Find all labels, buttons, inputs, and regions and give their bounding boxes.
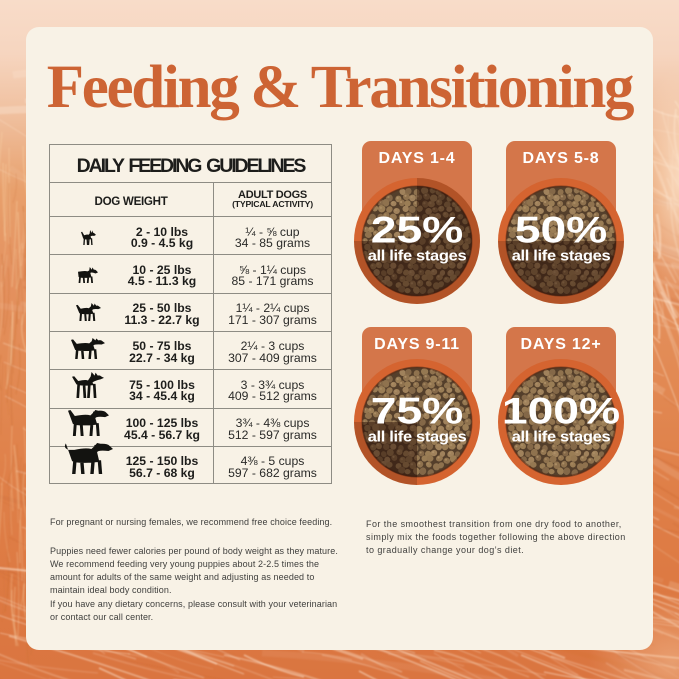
svg-text:all life stages: all life stages (368, 248, 467, 264)
svg-text:100%: 100% (502, 390, 620, 432)
svg-text:all life stages: all life stages (512, 248, 611, 264)
svg-text:75%: 75% (371, 390, 464, 432)
svg-text:50%: 50% (515, 209, 608, 251)
svg-text:all life stages: all life stages (512, 429, 611, 445)
svg-text:all life stages: all life stages (368, 429, 467, 445)
svg-text:25%: 25% (371, 209, 464, 251)
